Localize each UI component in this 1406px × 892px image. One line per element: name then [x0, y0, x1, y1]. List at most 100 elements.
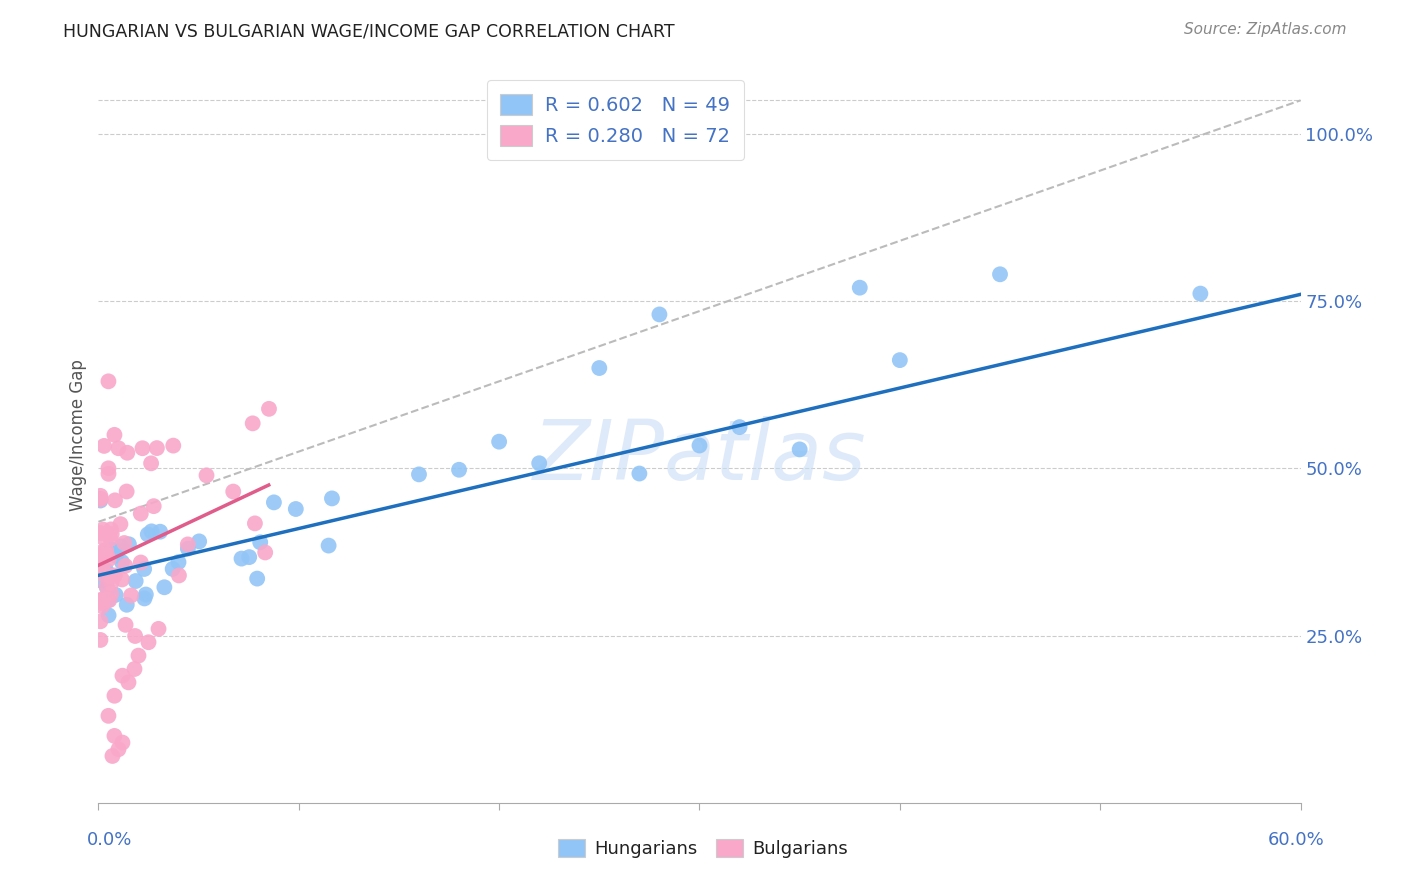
Point — [789, 442, 811, 457]
Point — [101, 527, 124, 541]
Point — [167, 568, 190, 582]
Point — [263, 495, 285, 509]
Point — [408, 467, 430, 482]
Point — [114, 618, 136, 632]
Point — [149, 524, 172, 539]
Point — [134, 591, 156, 606]
Point — [97, 467, 120, 481]
Point — [148, 622, 170, 636]
Point — [134, 562, 156, 576]
Point — [89, 492, 111, 507]
Point — [97, 608, 120, 623]
Point — [129, 556, 152, 570]
Point — [98, 593, 121, 607]
Legend: R = 0.602   N = 49, R = 0.280   N = 72: R = 0.602 N = 49, R = 0.280 N = 72 — [486, 80, 744, 160]
Point — [97, 552, 120, 566]
Point — [588, 361, 610, 376]
Point — [129, 507, 152, 521]
Point — [97, 708, 120, 723]
Point — [188, 534, 211, 549]
Point — [117, 446, 139, 460]
Point — [110, 517, 132, 532]
Point — [98, 569, 121, 583]
Text: HUNGARIAN VS BULGARIAN WAGE/INCOME GAP CORRELATION CHART: HUNGARIAN VS BULGARIAN WAGE/INCOME GAP C… — [63, 22, 675, 40]
Point — [91, 531, 114, 545]
Point — [131, 441, 153, 455]
Point — [112, 536, 135, 550]
Point — [222, 484, 245, 499]
Point — [257, 401, 280, 416]
Point — [100, 587, 122, 601]
Point — [96, 579, 118, 593]
Point — [96, 581, 118, 595]
Point — [96, 566, 118, 581]
Point — [146, 441, 169, 455]
Point — [90, 548, 112, 562]
Point — [91, 592, 114, 607]
Point — [243, 516, 266, 531]
Point — [111, 555, 134, 569]
Point — [628, 467, 651, 481]
Point — [111, 573, 134, 587]
Point — [177, 537, 200, 551]
Point — [96, 548, 118, 562]
Point — [111, 669, 134, 683]
Point — [98, 532, 121, 546]
Point — [118, 537, 141, 551]
Point — [117, 675, 139, 690]
Point — [89, 491, 111, 506]
Point — [110, 539, 132, 553]
Point — [728, 420, 751, 434]
Point — [125, 574, 148, 588]
Point — [97, 374, 120, 388]
Point — [124, 629, 146, 643]
Point — [90, 574, 112, 588]
Point — [103, 729, 125, 743]
Point — [93, 543, 115, 558]
Point — [124, 662, 146, 676]
Point — [97, 461, 120, 475]
Point — [100, 541, 122, 556]
Point — [103, 427, 125, 442]
Point — [648, 307, 671, 321]
Point — [101, 749, 124, 764]
Point — [167, 555, 190, 569]
Point — [1189, 286, 1212, 301]
Point — [104, 493, 127, 508]
Text: 60.0%: 60.0% — [1268, 831, 1324, 849]
Point — [104, 549, 127, 563]
Point — [115, 484, 138, 499]
Point — [231, 551, 253, 566]
Point — [688, 438, 710, 452]
Point — [242, 417, 264, 431]
Point — [94, 563, 117, 577]
Point — [91, 596, 114, 610]
Point — [91, 599, 114, 614]
Point — [162, 439, 184, 453]
Point — [447, 463, 470, 477]
Text: Source: ZipAtlas.com: Source: ZipAtlas.com — [1184, 22, 1347, 37]
Point — [529, 456, 551, 470]
Point — [153, 580, 176, 594]
Legend: Hungarians, Bulgarians: Hungarians, Bulgarians — [551, 831, 855, 865]
Point — [162, 562, 184, 576]
Point — [138, 635, 160, 649]
Point — [104, 588, 127, 602]
Point — [988, 268, 1011, 282]
Point — [89, 489, 111, 503]
Point — [141, 524, 163, 539]
Text: 0.0%: 0.0% — [87, 831, 132, 849]
Point — [100, 575, 122, 590]
Point — [107, 742, 129, 756]
Point — [104, 568, 127, 582]
Y-axis label: Wage/Income Gap: Wage/Income Gap — [69, 359, 87, 511]
Point — [89, 551, 111, 566]
Point — [94, 543, 117, 558]
Point — [97, 593, 120, 607]
Point — [135, 587, 157, 601]
Point — [246, 572, 269, 586]
Point — [103, 689, 125, 703]
Point — [89, 593, 111, 607]
Point — [105, 543, 128, 558]
Point — [89, 493, 111, 508]
